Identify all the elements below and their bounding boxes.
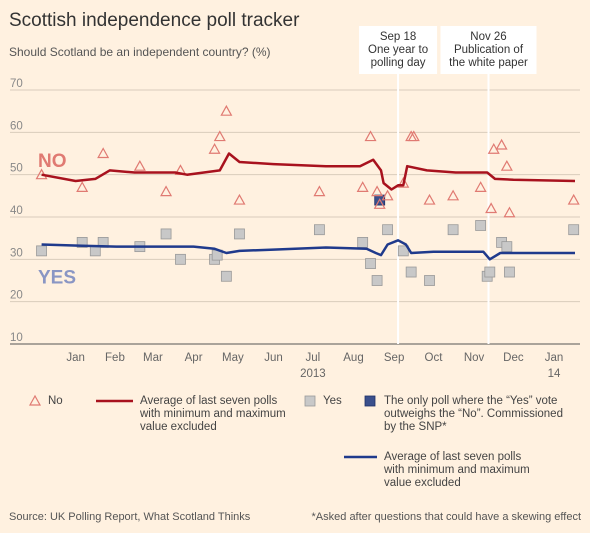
no-poll-marker (423, 193, 436, 205)
legend-snp-label: The only poll where the “Yes” vote outwe… (384, 395, 563, 433)
x-year-label: 14 (548, 368, 561, 380)
no-poll-marker (500, 159, 513, 171)
yes-poll-marker (405, 266, 417, 278)
yes-poll-marker (160, 228, 172, 240)
legend-no-average-label: Average of last seven polls with minimum… (140, 395, 286, 433)
no-poll-marker (503, 206, 516, 218)
no-poll-marker (371, 185, 384, 197)
yes-poll-marker (447, 224, 459, 236)
yes-poll-marker (568, 224, 580, 236)
legend-yes-label: Yes (323, 395, 342, 407)
x-tick-label: Oct (425, 352, 444, 364)
yes-poll-marker (357, 236, 369, 248)
annotation-text: the white paper (449, 57, 528, 69)
x-tick-label: Jan (545, 352, 564, 364)
yes-poll-marker (424, 275, 435, 286)
y-tick-label: 60 (10, 120, 23, 132)
x-tick-label: Mar (143, 352, 163, 364)
x-tick-label: Jan (66, 352, 85, 364)
no-poll-marker (220, 104, 233, 116)
no-poll-marker (373, 198, 386, 209)
annotation-text: polling day (371, 57, 426, 69)
annotation-text: Publication of (454, 44, 524, 56)
no-poll-marker (447, 189, 460, 201)
annotation-text: Sep 18 (380, 31, 416, 43)
no-poll-marker (356, 181, 369, 192)
y-tick-label: 10 (10, 332, 23, 344)
yes-poll-marker (365, 258, 376, 269)
annotation-box (359, 26, 438, 74)
x-tick-label: Nov (464, 352, 485, 364)
x-tick-label: Apr (185, 352, 203, 364)
x-year-label: 2013 (300, 368, 326, 380)
x-tick-label: Dec (503, 352, 524, 364)
y-tick-label: 50 (10, 163, 23, 175)
no-poll-marker (76, 181, 89, 192)
x-tick-label: Feb (105, 352, 125, 364)
yes-poll-marker (234, 228, 245, 240)
yes-poll-marker (314, 224, 325, 236)
no-poll-marker (495, 138, 508, 150)
no-poll-marker (133, 159, 146, 171)
yes-poll-marker (484, 266, 496, 278)
yes-poll-marker (397, 245, 409, 257)
yes-average-line (41, 239, 575, 261)
no-poll-marker (160, 185, 173, 197)
y-tick-label: 30 (10, 247, 23, 259)
yes-poll-marker (501, 241, 513, 253)
yes-poll-marker (220, 270, 232, 282)
x-tick-label: Jun (264, 352, 283, 364)
yes-poll-marker (371, 275, 383, 286)
y-tick-label: 20 (10, 290, 23, 302)
legend-no-marker (28, 394, 42, 406)
legend-snp-marker (364, 395, 376, 407)
footnote: *Asked after questions that could have a… (311, 511, 581, 523)
legend-no-label: No (48, 395, 63, 407)
no-average-line (41, 152, 576, 191)
no-poll-marker (313, 185, 326, 197)
legend-yes-average-label: Average of last seven polls with minimum… (384, 451, 530, 489)
yes-poll-marker (175, 253, 186, 265)
no-poll-marker (407, 130, 420, 142)
yes-poll-marker (36, 245, 47, 257)
no-poll-marker (364, 130, 377, 142)
no-series-label: NO (38, 151, 67, 172)
no-poll-marker (474, 181, 487, 192)
x-tick-label: Aug (343, 352, 363, 364)
no-poll-marker (208, 143, 221, 154)
annotation-box (440, 26, 537, 74)
yes-series-label: YES (38, 267, 76, 288)
no-poll-marker (381, 189, 394, 201)
no-poll-marker (567, 193, 580, 205)
legend-yes-marker (304, 395, 316, 407)
no-poll-marker (233, 193, 246, 205)
y-tick-label: 40 (10, 205, 23, 217)
annotation-text: Nov 26 (470, 31, 506, 43)
no-poll-marker (485, 202, 498, 214)
chart-subtitle: Should Scotland be an independent countr… (9, 45, 271, 59)
yes-poll-marker (382, 224, 393, 236)
yes-poll-marker (475, 220, 487, 231)
no-poll-marker (213, 130, 226, 142)
source-note: Source: UK Polling Report, What Scotland… (9, 511, 251, 523)
yes-poll-marker (504, 266, 515, 278)
no-poll-marker (397, 176, 410, 188)
x-tick-label: Jul (306, 352, 321, 364)
yes-poll-marker (76, 236, 88, 248)
annotation-text: One year to (368, 44, 428, 56)
no-poll-marker (97, 147, 110, 159)
x-tick-label: May (222, 352, 244, 364)
chart-title: Scottish independence poll tracker (9, 10, 300, 31)
y-tick-label: 70 (10, 78, 23, 90)
x-tick-label: Sep (384, 352, 404, 364)
